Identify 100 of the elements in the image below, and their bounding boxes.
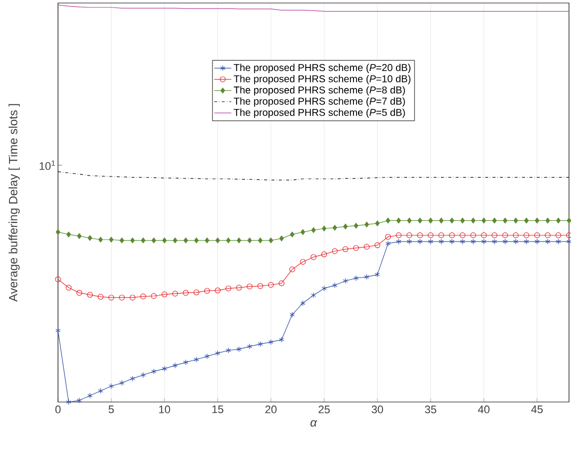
point <box>534 232 540 238</box>
legend-label: The proposed PHRS scheme (P=5 dB) <box>234 108 405 118</box>
point <box>396 238 402 244</box>
point <box>385 234 391 240</box>
point <box>118 294 125 300</box>
point <box>98 236 103 243</box>
point <box>545 238 550 244</box>
point <box>534 218 540 224</box>
point <box>311 227 316 233</box>
x-tick-label: 0 <box>55 406 61 414</box>
point <box>258 341 263 347</box>
point <box>257 283 264 289</box>
point <box>566 218 571 224</box>
point <box>332 248 338 254</box>
point <box>268 238 274 244</box>
point <box>77 233 82 239</box>
point <box>406 238 412 244</box>
point <box>470 238 476 244</box>
point <box>66 232 71 238</box>
point <box>386 218 390 224</box>
point <box>194 238 199 244</box>
point <box>183 359 188 366</box>
point <box>470 232 476 238</box>
point <box>534 238 540 244</box>
point <box>66 399 72 405</box>
point <box>353 245 359 251</box>
x-tick-label: 20 <box>265 406 277 414</box>
point <box>108 383 114 390</box>
point <box>556 238 561 244</box>
point <box>342 246 348 252</box>
point <box>300 300 306 306</box>
x-tick-label: 25 <box>318 406 330 414</box>
point <box>321 251 328 258</box>
point <box>172 290 178 297</box>
y-axis-title: Average buffering Delay [ Time slots ] <box>8 104 20 302</box>
x-tick-label: 5 <box>108 406 114 414</box>
legend-label: The proposed PHRS scheme (P=8 dB) <box>234 86 405 96</box>
point <box>290 312 295 318</box>
point <box>226 347 231 354</box>
point <box>279 236 284 242</box>
point <box>449 238 454 244</box>
point <box>120 238 124 244</box>
point <box>76 290 82 296</box>
point <box>492 238 498 244</box>
point <box>310 292 316 298</box>
point <box>214 288 221 294</box>
point <box>290 232 294 238</box>
point <box>545 218 550 224</box>
point <box>514 218 518 224</box>
point <box>438 238 444 244</box>
point <box>374 242 380 248</box>
point <box>524 218 529 224</box>
point <box>204 238 210 244</box>
point <box>140 294 146 300</box>
point <box>225 286 232 292</box>
point <box>332 224 338 231</box>
point <box>428 238 434 244</box>
point <box>215 238 220 244</box>
point <box>439 218 444 224</box>
point <box>162 292 168 298</box>
point <box>108 236 114 243</box>
point <box>492 232 498 238</box>
point <box>406 232 412 238</box>
point <box>204 353 210 360</box>
point <box>289 266 296 272</box>
point <box>449 232 455 238</box>
point <box>152 238 156 244</box>
point <box>268 339 274 345</box>
point <box>98 388 104 394</box>
point <box>460 238 466 244</box>
point <box>56 229 60 235</box>
point <box>204 288 210 294</box>
point <box>236 284 242 291</box>
point <box>354 275 359 282</box>
point <box>428 218 433 224</box>
point <box>140 238 146 244</box>
point <box>184 238 188 244</box>
point <box>130 294 136 300</box>
point <box>322 286 327 292</box>
x-tick-label: 45 <box>531 406 543 414</box>
point <box>151 368 156 374</box>
point <box>300 229 306 235</box>
point <box>279 336 284 343</box>
point <box>108 294 114 300</box>
x-tick-label: 30 <box>372 406 384 414</box>
point <box>375 220 380 226</box>
point <box>460 232 466 238</box>
x-tick-label: 15 <box>212 406 224 414</box>
point <box>162 238 167 244</box>
point <box>150 293 157 299</box>
point <box>417 232 423 238</box>
point <box>556 218 561 224</box>
point <box>438 232 444 238</box>
point <box>555 232 562 238</box>
legend-label: The proposed PHRS scheme (P=10 dB) <box>234 74 410 84</box>
legend-label: The proposed PHRS scheme (P=20 dB) <box>234 64 410 74</box>
point <box>130 376 136 382</box>
point <box>480 232 487 238</box>
point <box>364 244 370 250</box>
point <box>502 232 508 238</box>
